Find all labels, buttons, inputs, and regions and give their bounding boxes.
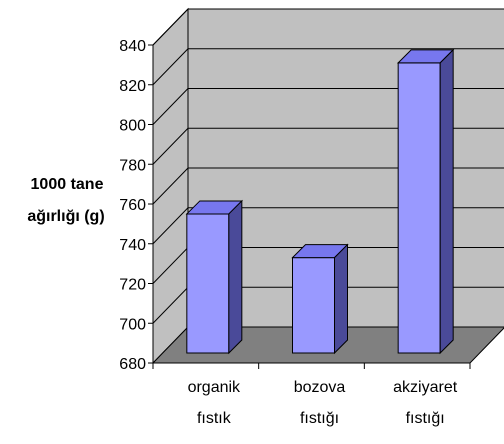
x-tick-label: fıstık: [197, 410, 232, 427]
bar-side: [334, 243, 348, 355]
y-tick-label: 700: [119, 316, 146, 333]
x-tick-label: fıstığı: [406, 410, 445, 427]
gridline-side: [152, 247, 189, 284]
y-tick-label: 760: [119, 197, 146, 214]
x-tick-label: akziyaret: [393, 379, 458, 396]
gridline-side: [152, 207, 189, 245]
x-tick-label: bozova: [294, 379, 346, 396]
gridline-side: [152, 167, 189, 205]
y-tick-label: 780: [119, 157, 146, 174]
y-tick-label: 800: [119, 118, 146, 135]
bar-front: [292, 257, 335, 354]
y-tick-label: 820: [119, 78, 146, 95]
gridline-side: [152, 88, 189, 125]
gridline-side: [152, 286, 189, 324]
x-tick-label: organik: [188, 379, 241, 396]
y-axis-label-line-2: ağırlığı (g): [27, 208, 105, 225]
y-tick-label: 840: [119, 38, 146, 55]
gridline-side: [152, 127, 189, 165]
gridline-side: [152, 8, 189, 46]
bar-front: [397, 62, 441, 354]
y-tick-label: 720: [119, 277, 146, 294]
y-tick-label: 680: [119, 356, 146, 373]
y-axis-label-line-1: 1000 tane: [30, 176, 104, 193]
y-tick-label: 740: [119, 237, 146, 254]
bar-side: [439, 48, 454, 355]
bar-front: [186, 213, 230, 354]
bar-side: [228, 199, 243, 355]
x-tick-label: fıstığı: [300, 410, 339, 427]
gridline-side: [152, 48, 189, 86]
